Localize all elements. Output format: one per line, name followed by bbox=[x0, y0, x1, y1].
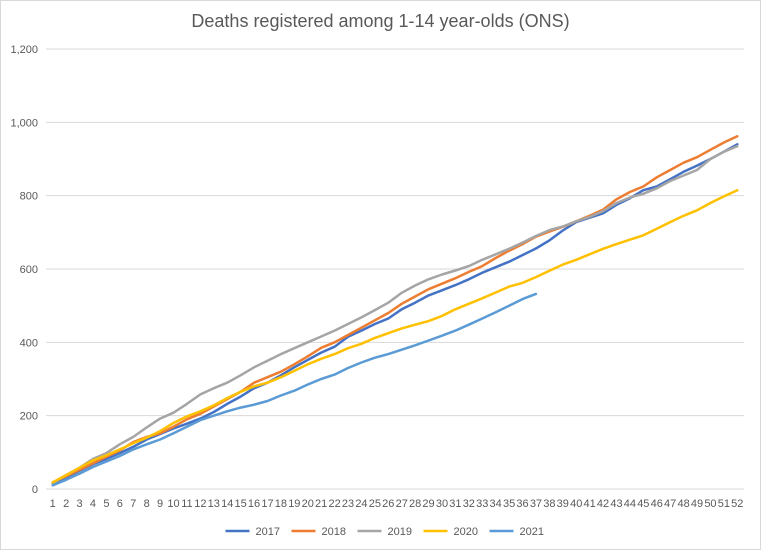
x-tick-label: 28 bbox=[409, 498, 421, 510]
x-tick-label: 48 bbox=[677, 498, 689, 510]
x-tick-label: 26 bbox=[382, 498, 394, 510]
x-tick-label: 12 bbox=[194, 498, 206, 510]
x-tick-label: 27 bbox=[396, 498, 408, 510]
gridlines bbox=[46, 48, 744, 490]
x-tick-label: 50 bbox=[704, 498, 716, 510]
x-tick-label: 18 bbox=[275, 498, 287, 510]
x-tick-label: 17 bbox=[261, 498, 273, 510]
series-lines bbox=[51, 135, 739, 487]
y-tick-label: 200 bbox=[20, 411, 38, 423]
legend: 2017 2018 2019 2020 2021 bbox=[225, 526, 544, 538]
x-tick-label: 23 bbox=[342, 498, 354, 510]
legend-label-2021: 2021 bbox=[520, 526, 544, 538]
x-tick-label: 30 bbox=[436, 498, 448, 510]
x-tick-label: 5 bbox=[103, 498, 109, 510]
x-tick-label: 6 bbox=[117, 498, 123, 510]
y-tick-label: 800 bbox=[20, 191, 38, 203]
x-tick-label: 11 bbox=[181, 498, 192, 510]
x-tick-label: 39 bbox=[557, 498, 569, 510]
x-tick-label: 44 bbox=[624, 498, 636, 510]
x-tick-label: 1 bbox=[50, 498, 56, 510]
series-line-2019 bbox=[51, 144, 739, 485]
x-tick-label: 2 bbox=[63, 498, 69, 510]
x-tick-label: 40 bbox=[570, 498, 582, 510]
x-tick-label: 31 bbox=[449, 498, 461, 510]
x-tick-label: 21 bbox=[315, 498, 327, 510]
x-tick-label: 22 bbox=[328, 498, 340, 510]
x-tick-label: 29 bbox=[422, 498, 434, 510]
chart-title: Deaths registered among 1-14 year-olds (… bbox=[191, 11, 570, 31]
y-tick-label: 400 bbox=[20, 337, 38, 349]
legend-label-2017: 2017 bbox=[256, 526, 280, 538]
x-tick-label: 8 bbox=[144, 498, 150, 510]
y-tick-label: 1,000 bbox=[10, 117, 38, 129]
x-tick-label: 33 bbox=[476, 498, 488, 510]
x-tick-label: 20 bbox=[302, 498, 314, 510]
x-tick-label: 45 bbox=[637, 498, 649, 510]
x-tick-label: 13 bbox=[208, 498, 220, 510]
x-tick-label: 10 bbox=[167, 498, 179, 510]
x-tick-label: 15 bbox=[235, 498, 247, 510]
y-tick-label: 600 bbox=[20, 264, 38, 276]
x-tick-label: 46 bbox=[651, 498, 663, 510]
x-tick-label: 14 bbox=[221, 498, 233, 510]
x-tick-label: 16 bbox=[248, 498, 260, 510]
x-tick-label: 7 bbox=[130, 498, 136, 510]
x-tick-label: 34 bbox=[490, 498, 502, 510]
x-tick-label: 4 bbox=[90, 498, 96, 510]
legend-label-2020: 2020 bbox=[454, 526, 478, 538]
x-tick-label: 37 bbox=[530, 498, 542, 510]
series-line-2021 bbox=[51, 292, 538, 487]
x-tick-label: 35 bbox=[503, 498, 515, 510]
series-line-2020 bbox=[51, 188, 739, 484]
x-tick-label: 43 bbox=[610, 498, 622, 510]
x-tick-label: 9 bbox=[157, 498, 163, 510]
y-tick-label: 1,200 bbox=[10, 44, 38, 56]
x-tick-label: 3 bbox=[76, 498, 82, 510]
x-tick-label: 41 bbox=[584, 498, 596, 510]
x-tick-label: 24 bbox=[355, 498, 367, 510]
x-tick-label: 19 bbox=[288, 498, 300, 510]
x-tick-label: 52 bbox=[731, 498, 743, 510]
x-tick-label: 36 bbox=[516, 498, 528, 510]
legend-label-2019: 2019 bbox=[388, 526, 412, 538]
x-tick-label: 42 bbox=[597, 498, 609, 510]
x-tick-label: 51 bbox=[718, 498, 730, 510]
x-tick-label: 38 bbox=[543, 498, 555, 510]
legend-label-2018: 2018 bbox=[322, 526, 346, 538]
x-tick-label: 32 bbox=[463, 498, 475, 510]
x-tick-label: 49 bbox=[691, 498, 703, 510]
x-tick-label: 25 bbox=[369, 498, 381, 510]
x-tick-label: 47 bbox=[664, 498, 676, 510]
series-line-2018 bbox=[51, 135, 739, 484]
y-tick-label: 0 bbox=[32, 484, 38, 496]
